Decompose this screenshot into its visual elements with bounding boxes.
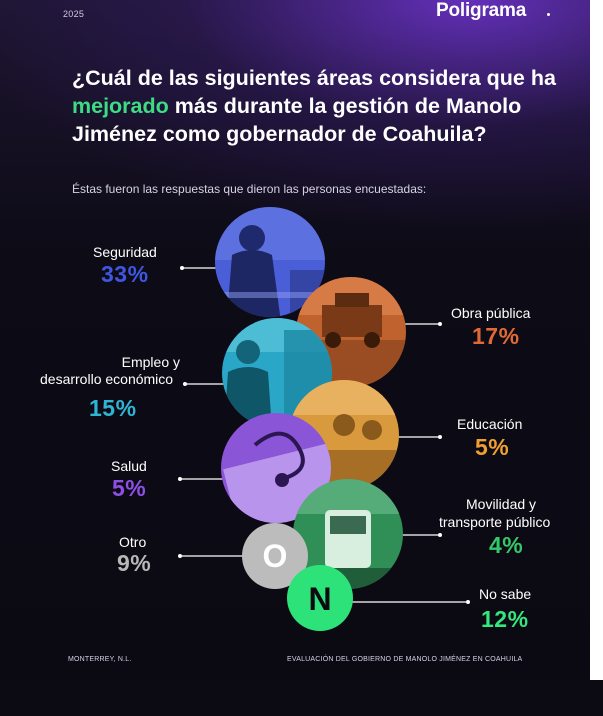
page-subtitle: Éstas fueron las respuestas que dieron l… [72,182,427,196]
label-movilidad-line1: Movilidad y [466,496,537,512]
label-movilidad-line2: transporte público [439,514,551,530]
label-otro: Otro [119,534,147,550]
label-nosabe: No sabe [479,586,532,602]
value-otro: 9% [117,550,152,576]
value-educacion: 5% [475,434,510,460]
value-seguridad: 33% [101,261,149,287]
label-seguridad: Seguridad [93,244,157,260]
brand-mark-icon [547,13,550,16]
bubble-obra [296,277,406,387]
label-empleo-line1: Empleo y [121,354,180,370]
bubble-chart: O N [178,207,470,631]
label-obra: Obra pública [451,305,531,321]
value-salud: 5% [112,475,147,501]
title-part-2: más durante la gestión de Manolo Jiménez… [72,94,522,146]
nosabe-letter: N [308,581,331,617]
brand-logo: Poligrama [436,0,527,21]
value-movilidad: 4% [489,532,524,558]
footer-location: MONTERREY, N.L. [68,656,132,663]
value-obra: 17% [472,323,520,349]
otro-letter: O [263,538,288,574]
infographic-page: 2025 Poligrama ¿Cuál de las siguientes á… [0,0,590,680]
value-nosabe: 12% [481,606,529,632]
footer-report-title: EVALUACIÓN DEL GOBIERNO DE MANOLO JIMÉNE… [287,656,523,663]
label-educacion: Educación [457,416,523,432]
label-empleo-line2: desarrollo económico [40,371,174,387]
label-salud: Salud [111,458,147,474]
year-label: 2025 [63,9,85,19]
bubble-otro: O [242,523,308,589]
title-part-1: ¿Cuál de las siguientes áreas considera … [72,66,556,90]
bubble-seguridad [215,207,325,317]
page-title: ¿Cuál de las siguientes áreas considera … [72,64,582,148]
bubble-nosabe: N [287,565,353,631]
title-highlight: mejorado [72,94,169,118]
value-empleo: 15% [89,395,137,421]
page-bottom-area [0,680,603,716]
page-edge [590,0,603,716]
